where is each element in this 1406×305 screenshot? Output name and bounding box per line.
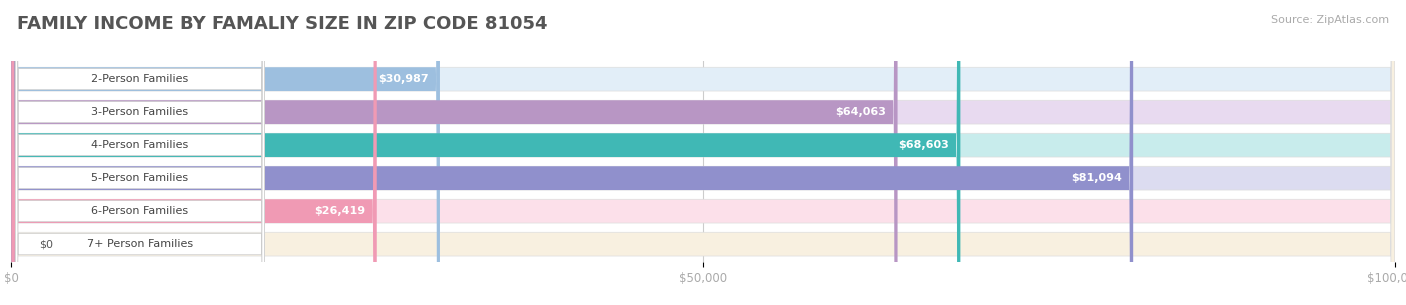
FancyBboxPatch shape xyxy=(15,0,264,305)
FancyBboxPatch shape xyxy=(15,0,264,305)
FancyBboxPatch shape xyxy=(15,0,264,305)
FancyBboxPatch shape xyxy=(11,0,897,305)
Text: 6-Person Families: 6-Person Families xyxy=(91,206,188,216)
Text: $0: $0 xyxy=(39,239,53,249)
FancyBboxPatch shape xyxy=(15,0,264,305)
FancyBboxPatch shape xyxy=(15,0,264,305)
Text: 4-Person Families: 4-Person Families xyxy=(91,140,188,150)
Text: $26,419: $26,419 xyxy=(315,206,366,216)
FancyBboxPatch shape xyxy=(11,0,1395,305)
Text: FAMILY INCOME BY FAMALIY SIZE IN ZIP CODE 81054: FAMILY INCOME BY FAMALIY SIZE IN ZIP COD… xyxy=(17,15,547,33)
FancyBboxPatch shape xyxy=(11,0,377,305)
FancyBboxPatch shape xyxy=(11,0,1395,305)
FancyBboxPatch shape xyxy=(11,0,1395,305)
Text: 2-Person Families: 2-Person Families xyxy=(91,74,188,84)
FancyBboxPatch shape xyxy=(11,0,960,305)
FancyBboxPatch shape xyxy=(11,0,1395,305)
FancyBboxPatch shape xyxy=(11,0,1395,305)
FancyBboxPatch shape xyxy=(11,0,1395,305)
Text: $64,063: $64,063 xyxy=(835,107,887,117)
Text: $68,603: $68,603 xyxy=(898,140,949,150)
Text: Source: ZipAtlas.com: Source: ZipAtlas.com xyxy=(1271,15,1389,25)
Text: 7+ Person Families: 7+ Person Families xyxy=(87,239,193,249)
Text: $81,094: $81,094 xyxy=(1071,173,1122,183)
FancyBboxPatch shape xyxy=(11,0,440,305)
Text: 5-Person Families: 5-Person Families xyxy=(91,173,188,183)
Text: 3-Person Families: 3-Person Families xyxy=(91,107,188,117)
FancyBboxPatch shape xyxy=(15,0,264,305)
FancyBboxPatch shape xyxy=(11,0,1133,305)
Text: $30,987: $30,987 xyxy=(378,74,429,84)
